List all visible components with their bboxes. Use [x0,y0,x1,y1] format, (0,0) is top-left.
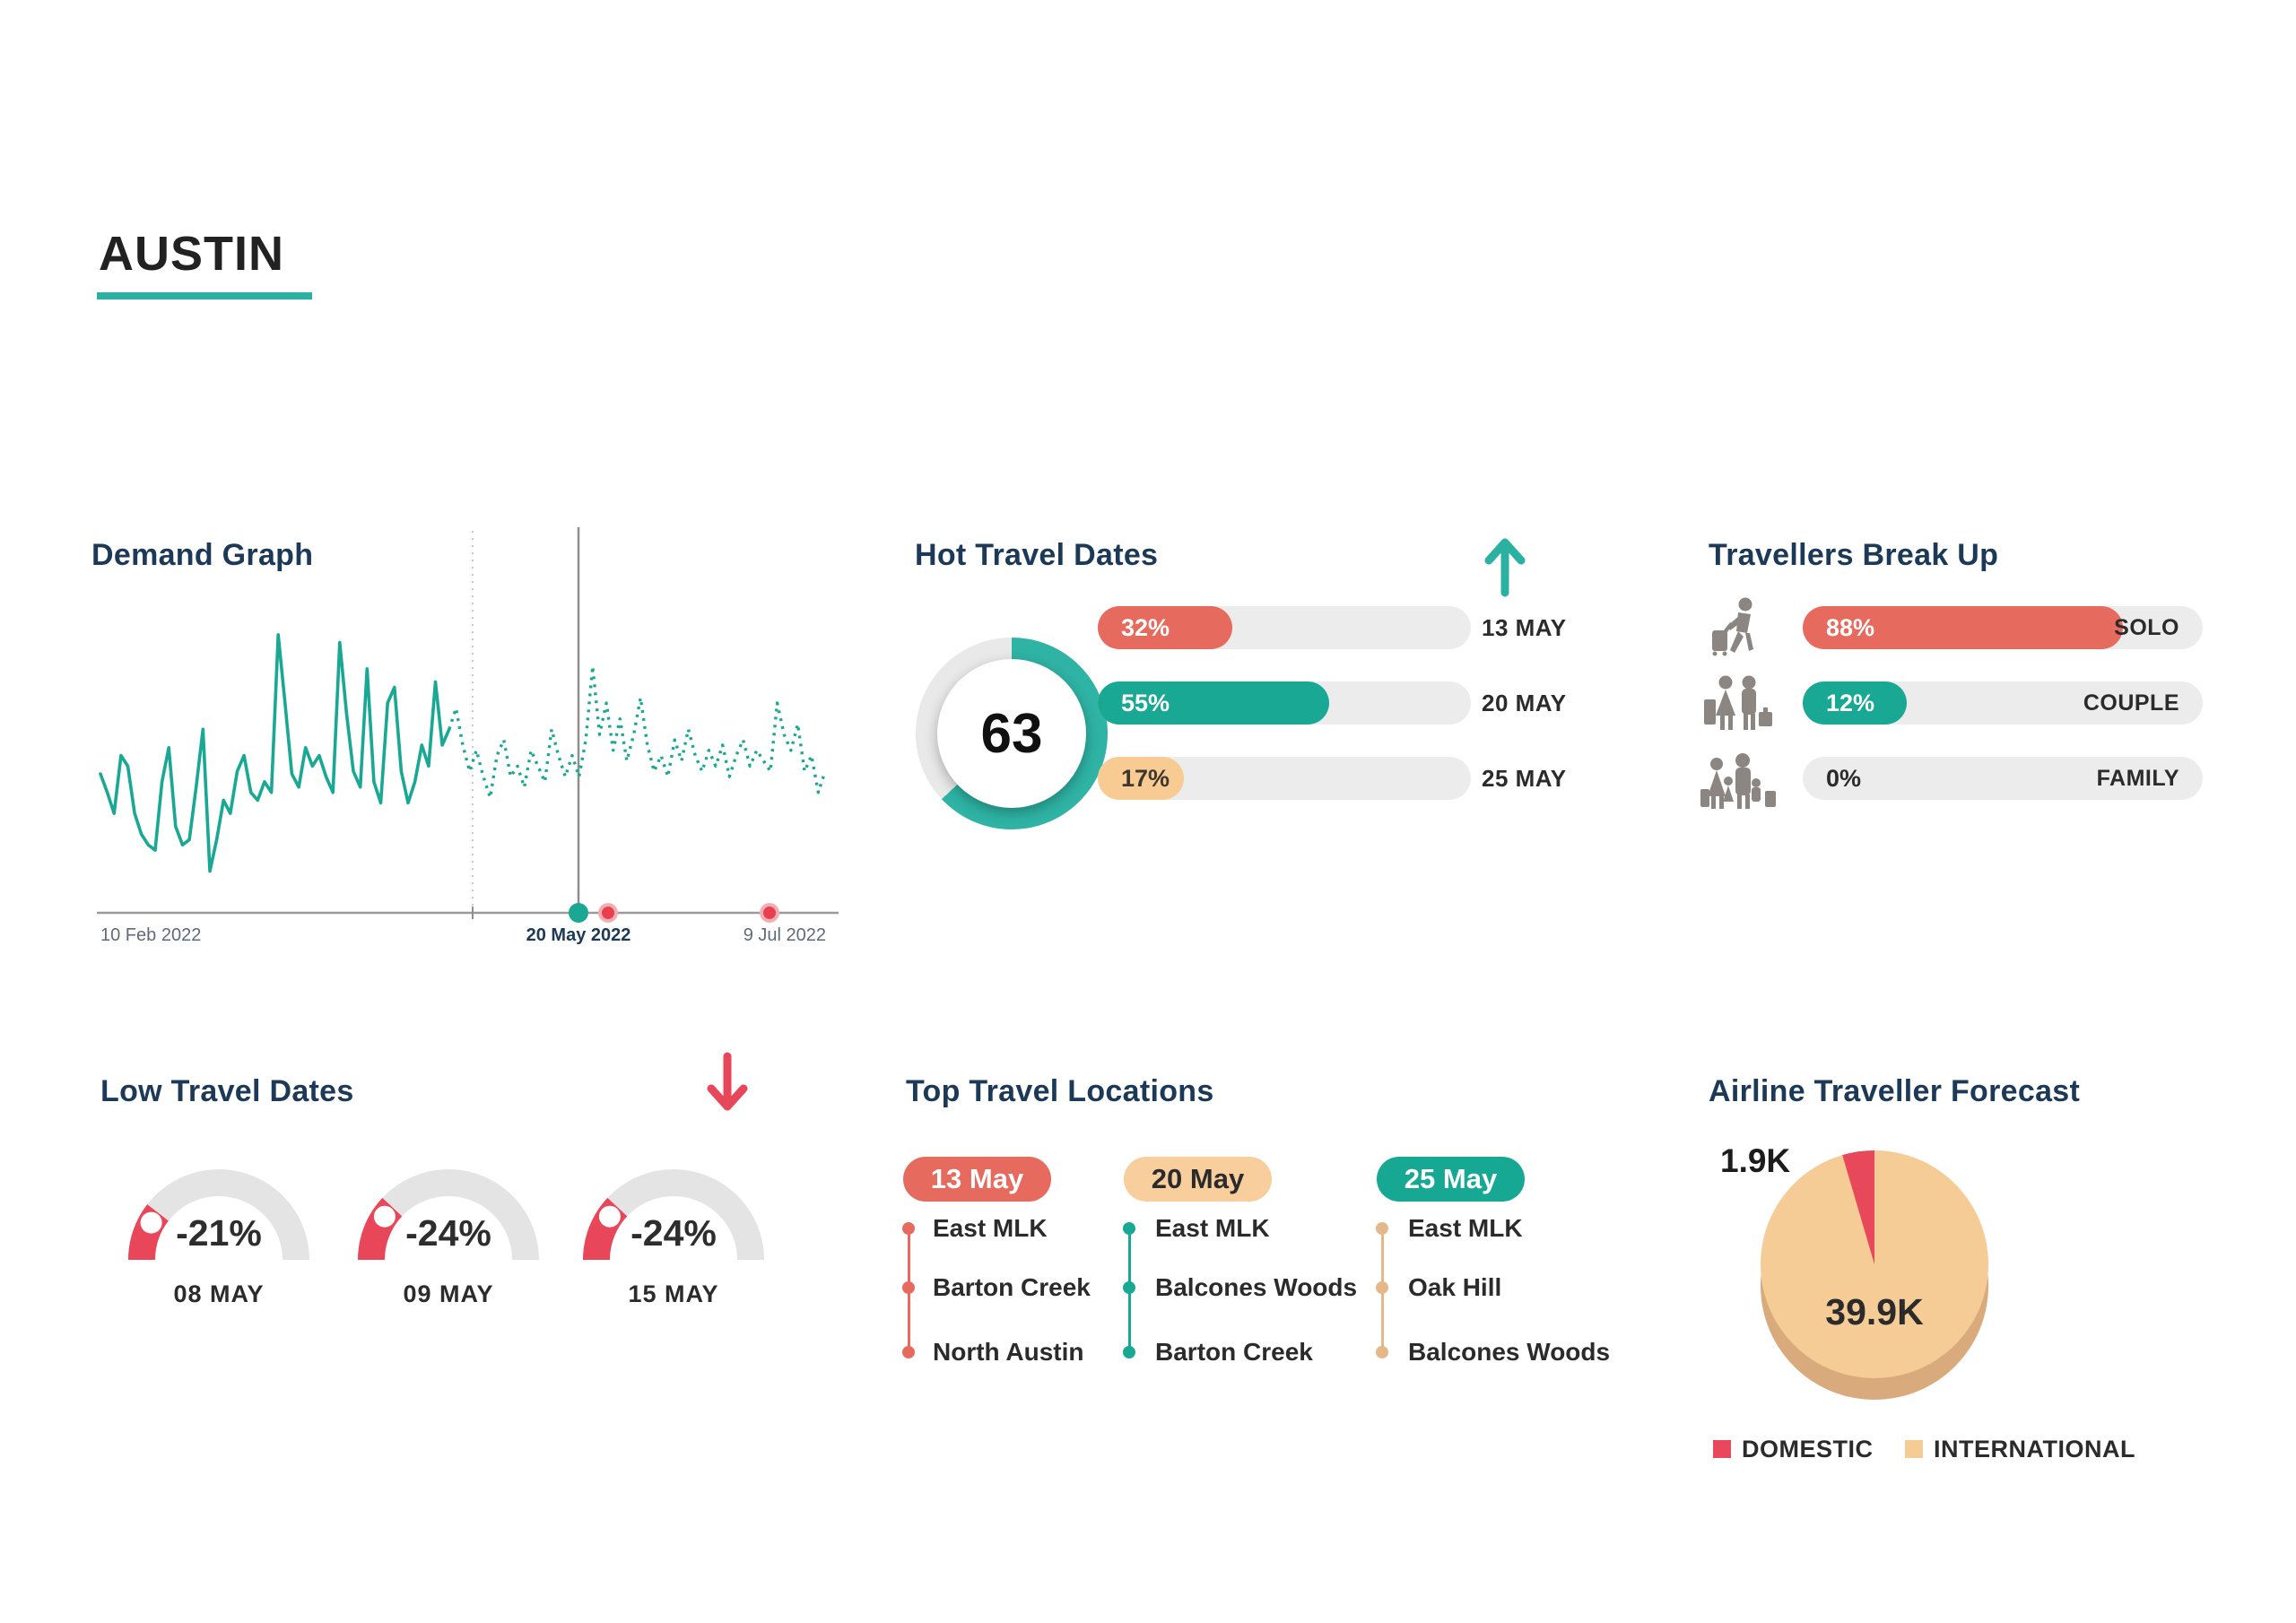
location-dot [1123,1346,1135,1358]
axis-label-selected: 20 May 2022 [526,925,631,945]
couple-travellers-icon [1704,675,1772,730]
pie-international-label: 39.9K [1825,1291,1924,1332]
location-dot [1123,1222,1135,1235]
hot-bar-track: 17% [1098,757,1471,800]
travellers-bar-track: 88% SOLO [1803,606,2203,649]
low-date-gauge [357,1169,539,1261]
low-travel-dates-title: Low Travel Dates [100,1074,354,1108]
airline-forecast-pie [1761,1150,1988,1400]
gauge-date: 08 MAY [173,1280,265,1307]
gauge-value: -21% [176,1212,262,1254]
hot-bar-value: 32% [1121,613,1170,641]
title-underline-accent [97,292,312,299]
travellers-bar-value: 12% [1826,689,1875,716]
demand-graph-title: Demand Graph [91,538,314,572]
location-dot [1376,1281,1388,1294]
solo-traveller-icon [1712,597,1753,656]
location-item: Barton Creek [1155,1338,1313,1366]
date-pill-13may[interactable]: 13 May [903,1157,1051,1202]
top-travel-locations-title: Top Travel Locations [906,1074,1214,1108]
hot-score-value: 63 [980,702,1043,765]
hot-bar-fill-13may: 32% [1098,606,1232,649]
location-item: East MLK [1408,1214,1523,1242]
location-item: North Austin [933,1338,1084,1366]
low-date-gauge [127,1169,309,1261]
pie-domestic-label: 1.9K [1720,1142,1791,1179]
gauge-value: -24% [631,1212,717,1254]
hot-bar-value: 55% [1121,689,1170,716]
location-item: Oak Hill [1408,1273,1502,1301]
hot-bar-date: 25 MAY [1482,765,1567,792]
legend-label-international: INTERNATIONAL [1934,1436,2135,1462]
travellers-breakup-title: Travellers Break Up [1709,538,1999,572]
location-dot [902,1222,915,1235]
selected-date-marker[interactable] [569,903,588,923]
pie-domestic-slice [1842,1150,1874,1264]
gauge-value: -24% [405,1212,491,1254]
location-item: East MLK [933,1214,1048,1242]
demand-series-forecast [448,664,827,800]
travellers-bar-track: 0% FAMILY [1803,757,2203,800]
location-dot [1376,1222,1388,1235]
location-item: Balcones Woods [1155,1273,1358,1301]
low-date-marker[interactable] [763,907,776,919]
gauge-date: 09 MAY [403,1280,494,1307]
hot-travel-dates-title: Hot Travel Dates [915,538,1159,572]
travellers-category: FAMILY [2096,766,2179,791]
legend-swatch-domestic [1713,1440,1731,1458]
hot-bar-value: 17% [1121,764,1170,792]
hot-score-donut-hole: 63 [937,659,1086,808]
location-dot [1123,1281,1135,1294]
location-dot [902,1281,915,1294]
hot-bar-fill-20may: 55% [1098,681,1329,725]
demand-line-chart [97,527,839,923]
airline-forecast-title: Airline Traveller Forecast [1709,1074,2081,1108]
page-title: AUSTIN [99,227,284,281]
travellers-bar-track: 12% COUPLE [1803,681,2203,725]
location-item: East MLK [1155,1214,1270,1242]
date-pill-25may[interactable]: 25 May [1377,1157,1525,1202]
location-item: Balcones Woods [1408,1338,1611,1366]
legend-label-domestic: DOMESTIC [1742,1436,1874,1462]
travellers-bar-value: 88% [1826,613,1875,641]
axis-label-start: 10 Feb 2022 [100,925,202,945]
arrow-up-icon [1484,538,1526,597]
travellers-bar-value: 0% [1826,765,1862,792]
hot-bar-fill-25may: 17% [1098,757,1184,800]
location-item: Barton Creek [933,1273,1091,1301]
location-dot [1376,1346,1388,1358]
arrow-down-icon [707,1052,748,1111]
hot-bar-track: 32% [1098,606,1471,649]
legend-swatch-international [1905,1440,1923,1458]
hot-bar-track: 55% [1098,681,1471,725]
location-dot [902,1346,915,1358]
low-date-marker[interactable] [602,907,614,919]
demand-series-actual [99,633,451,873]
travellers-bar-fill-couple: 12% [1803,681,1907,725]
travellers-bar-fill-solo: 88% [1803,606,2123,649]
family-travellers-icon [1700,753,1776,809]
hot-bar-date: 20 MAY [1482,690,1567,716]
low-date-gauge [582,1169,764,1261]
travellers-category: COUPLE [2083,690,2179,716]
gauge-date: 15 MAY [628,1280,719,1307]
date-pill-20may[interactable]: 20 May [1124,1157,1272,1202]
hot-bar-date: 13 MAY [1482,614,1567,641]
travellers-category: SOLO [2114,615,2179,640]
axis-label-end: 9 Jul 2022 [743,925,826,945]
